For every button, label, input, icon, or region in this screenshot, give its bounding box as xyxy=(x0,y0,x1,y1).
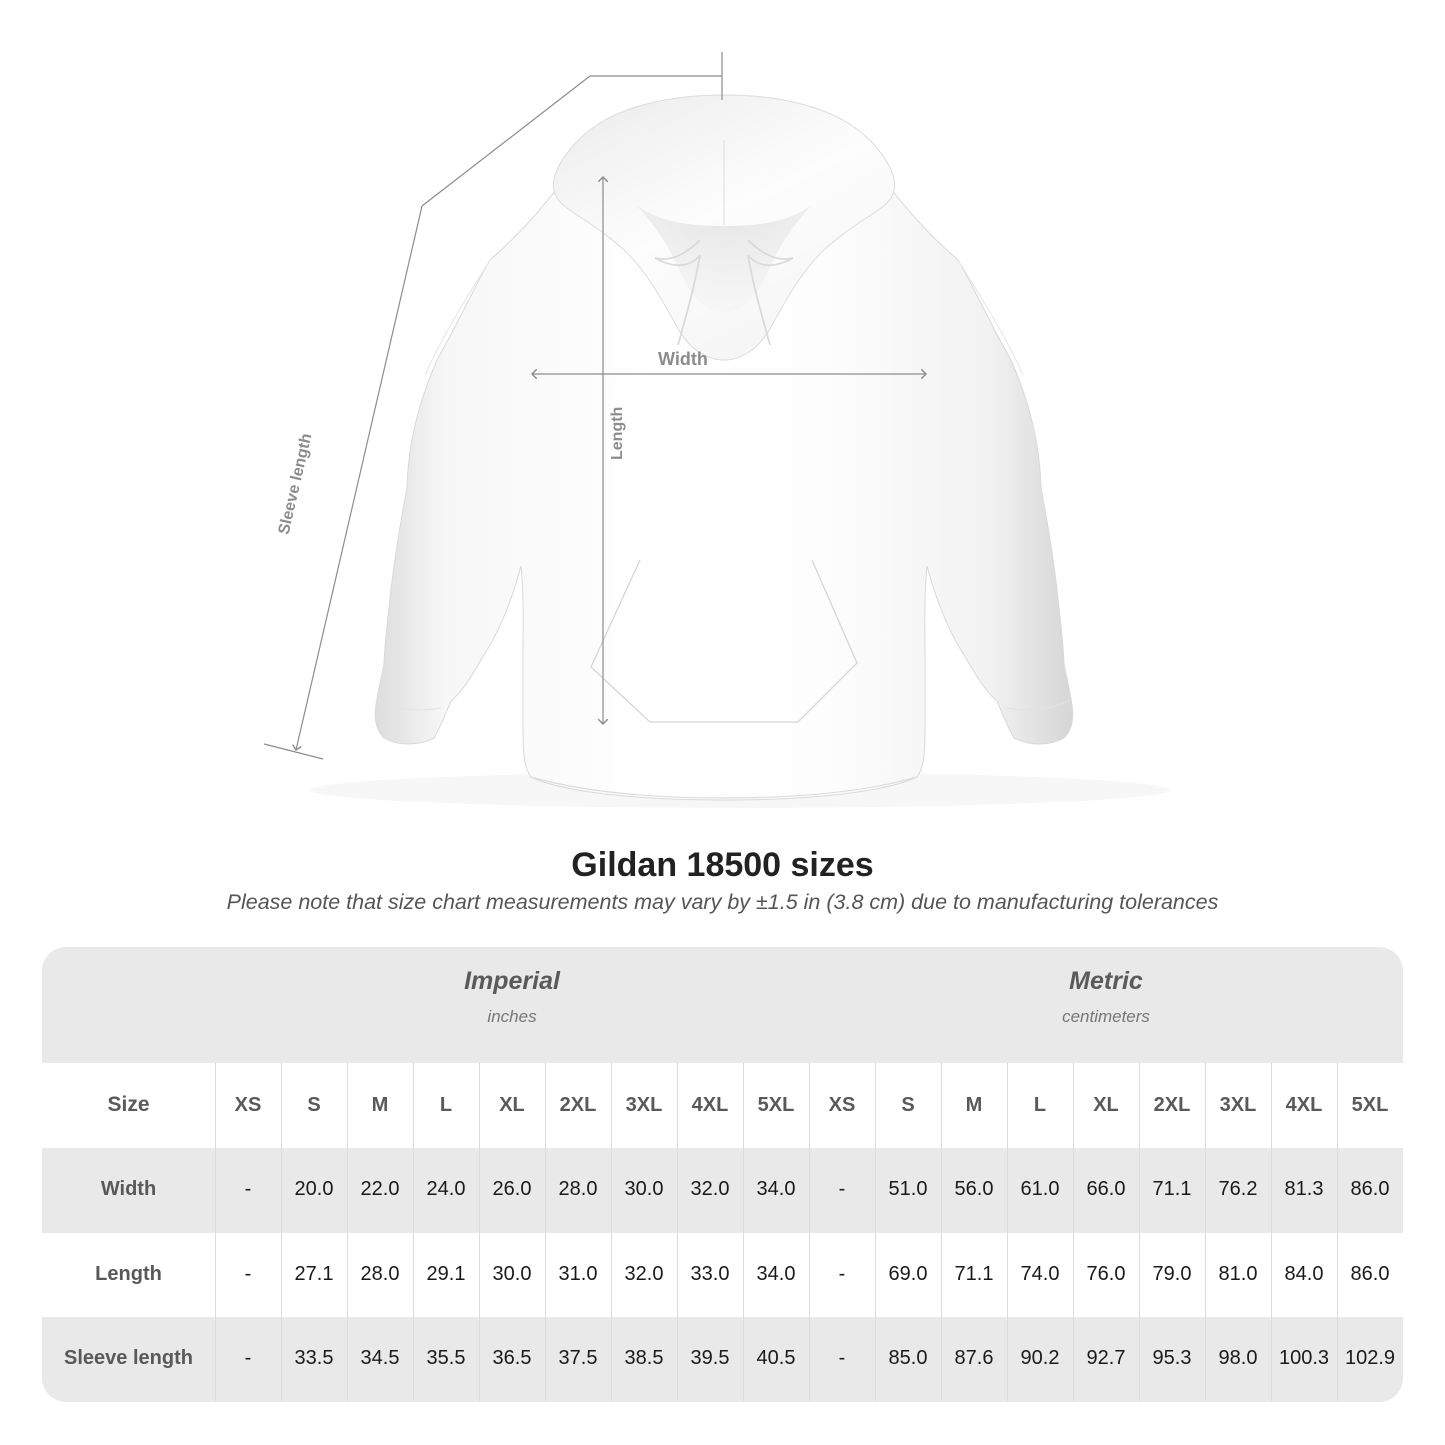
svg-text:Width: Width xyxy=(658,349,708,369)
svg-text:Length: Length xyxy=(609,407,626,460)
svg-text:Sleeve length: Sleeve length xyxy=(276,432,316,536)
